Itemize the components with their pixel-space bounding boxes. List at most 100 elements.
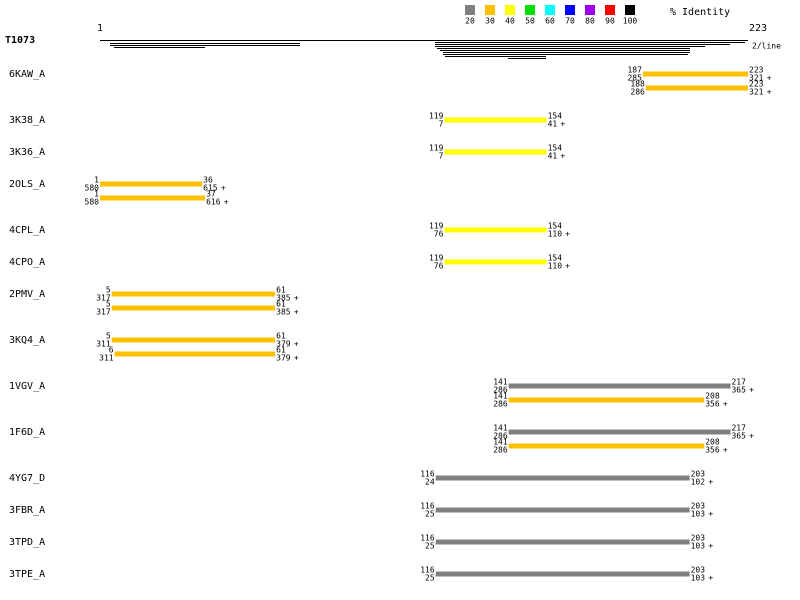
template-end: 379 [276,340,291,349]
legend-label: 100 [623,17,638,26]
query-end: 208 [705,438,720,447]
query-end: 61 [276,332,286,341]
legend-swatch [505,5,515,15]
query-end: 154 [548,254,563,263]
template-start: 317 [96,294,111,303]
alignment-bar [114,351,276,357]
query-end: 61 [276,300,286,309]
hit-name: 1F6D_A [9,427,45,438]
alignment-bar [435,539,690,545]
strand: + [294,308,299,317]
template-end: 365 [731,386,746,395]
template-end: 356 [705,446,720,455]
strand: + [294,354,299,363]
alignment-bar [444,149,547,155]
legend-label: 70 [565,17,575,26]
legend-swatch [565,5,575,15]
legend-swatch [545,5,555,15]
template-end: 321 [749,88,764,97]
hit-name: 3KQ4_A [9,335,45,346]
template-start: 7 [439,152,444,161]
legend-label: 90 [605,17,615,26]
alignment-bar [435,571,690,577]
template-end: 103 [691,574,706,583]
hit-name: 6KAW_A [9,69,45,80]
query-end: 203 [691,534,706,543]
template-end: 616 [206,198,221,207]
query-name: T1073 [5,35,35,46]
strand: + [767,74,772,83]
template-end: 110 [548,262,563,271]
alignment-bar [100,195,206,201]
query-start: 5 [106,300,111,309]
query-start: 5 [106,332,111,341]
alignment-bar [100,181,203,187]
query-end: 36 [203,176,213,185]
alignment-bar [508,443,705,449]
query-start: 116 [420,534,435,543]
query-start: 119 [429,222,444,231]
scale-note: 2/line [752,42,781,51]
template-start: 311 [99,354,114,363]
legend-swatch [625,5,635,15]
legend-label: 30 [485,17,495,26]
template-start: 286 [630,88,645,97]
template-start: 286 [493,386,508,395]
query-start: 116 [420,566,435,575]
template-start: 285 [627,74,642,83]
alignment-bar [508,397,705,403]
strand: + [767,88,772,97]
query-end: 154 [548,112,563,121]
query-start: 141 [493,378,508,387]
template-start: 76 [434,262,444,271]
alignment-bar [435,475,690,481]
legend-swatch [585,5,595,15]
template-start: 286 [493,432,508,441]
template-end: 41 [548,120,558,129]
template-start: 24 [425,478,435,487]
alignment-bar [444,117,547,123]
strand: + [708,478,713,487]
query-start: 119 [429,254,444,263]
template-start: 76 [434,230,444,239]
legend-label: 40 [505,17,515,26]
query-start: 1 [94,176,99,185]
template-end: 41 [548,152,558,161]
strand: + [749,432,754,441]
template-end: 385 [276,308,291,317]
template-start: 7 [439,120,444,129]
template-start: 25 [425,574,435,583]
hit-name: 3FBR_A [9,505,45,516]
legend-swatch [605,5,615,15]
strand: + [560,152,565,161]
template-end: 615 [203,184,218,193]
strand: + [294,340,299,349]
strand: + [708,574,713,583]
query-start: 5 [106,286,111,295]
legend-label: 20 [465,17,475,26]
strand: + [723,400,728,409]
query-end: 223 [749,66,764,75]
template-end: 385 [276,294,291,303]
query-end: 61 [276,346,286,355]
strand: + [221,184,226,193]
query-start: 188 [630,80,645,89]
template-end: 103 [691,542,706,551]
hit-name: 3K36_A [9,147,45,158]
query-start: 1 [94,190,99,199]
alignment-bar [444,259,547,265]
query-start: 1 [97,23,103,34]
strand: + [723,446,728,455]
strand: + [749,386,754,395]
template-start: 580 [85,198,100,207]
hit-name: 2OLS_A [9,179,45,190]
alignment-bar [645,85,748,91]
query-start: 119 [429,112,444,121]
strand: + [708,510,713,519]
template-end: 321 [749,74,764,83]
template-end: 379 [276,354,291,363]
template-start: 25 [425,510,435,519]
query-end: 154 [548,144,563,153]
query-start: 141 [493,424,508,433]
